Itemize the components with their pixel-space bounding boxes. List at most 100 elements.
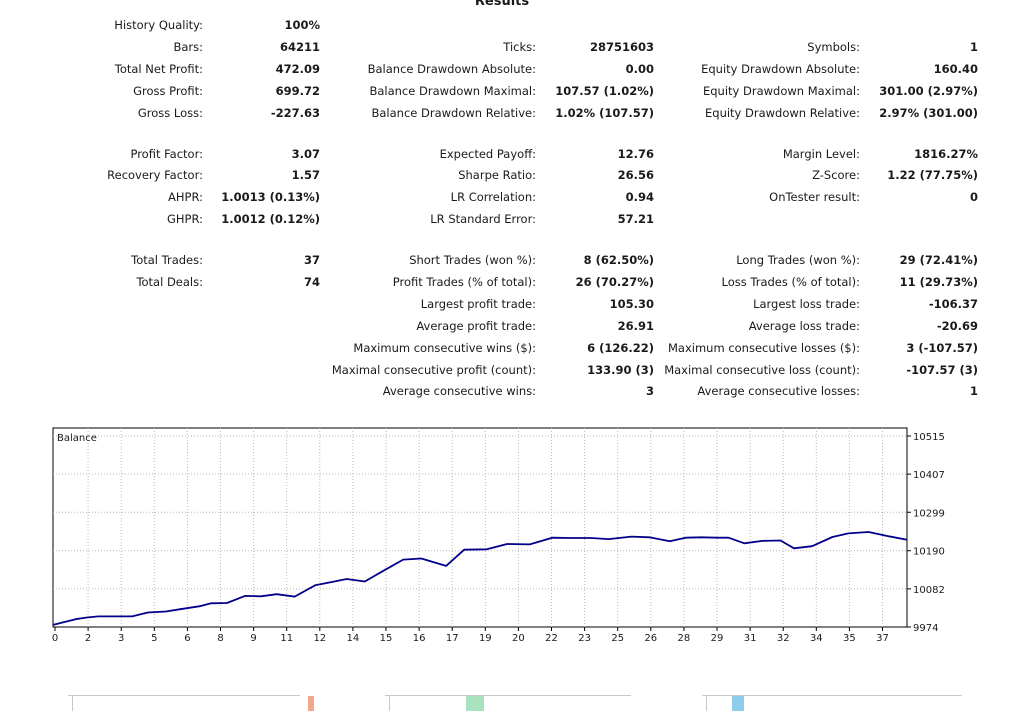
equity-dd-absolute-value: 160.40: [933, 62, 978, 76]
results-title: Results: [474, 0, 530, 9]
y-tick-label: 10299: [913, 508, 945, 519]
x-tick-label: 26: [644, 633, 657, 644]
gross-loss-label: Gross Loss:: [137, 106, 203, 120]
average-profit-trade-value: 26.91: [617, 319, 654, 333]
panel-axis-tick: [72, 696, 73, 711]
total-trades-value: 37: [303, 253, 320, 267]
recovery-factor-value: 1.57: [291, 168, 320, 182]
largest-loss-trade-label: Largest loss trade:: [753, 297, 860, 311]
ghpr-value: 1.0012 (0.12%): [221, 212, 320, 226]
ahpr-label: AHPR:: [168, 190, 203, 204]
x-tick-label: 20: [512, 633, 525, 644]
bars-value: 64211: [279, 40, 320, 54]
lr-correlation-value: 0.94: [625, 190, 654, 204]
max-consecutive-losses-value: 3 (-107.57): [906, 341, 978, 355]
ticks-label: Ticks:: [503, 40, 536, 54]
sharpe-ratio-label: Sharpe Ratio:: [458, 168, 536, 182]
x-tick-label: 35: [843, 633, 856, 644]
expected-payoff-value: 12.76: [617, 147, 654, 161]
average-consecutive-losses-label: Average consecutive losses:: [697, 384, 860, 398]
y-tick-label: 10407: [913, 470, 945, 481]
short-trades-label: Short Trades (won %):: [409, 253, 536, 267]
max-consecutive-wins-value: 6 (126.22): [587, 341, 654, 355]
long-trades-label: Long Trades (won %):: [736, 253, 860, 267]
equity-dd-absolute-label: Equity Drawdown Absolute:: [701, 62, 860, 76]
x-tick-label: 37: [876, 633, 889, 644]
max-consecutive-losses-label: Maximum consecutive losses ($):: [668, 341, 860, 355]
x-tick-label: 16: [413, 633, 426, 644]
total-net-profit-value: 472.09: [275, 62, 320, 76]
total-deals-label: Total Deals:: [136, 275, 203, 289]
equity-dd-relative-value: 2.97% (301.00): [879, 106, 978, 120]
balance-dd-absolute-value: 0.00: [625, 62, 654, 76]
balance-dd-relative-value: 1.02% (107.57): [555, 106, 654, 120]
bottom-histogram-panel-2: [385, 694, 631, 711]
panel-axis-line: [68, 695, 300, 696]
ticks-value: 28751603: [589, 40, 654, 54]
bottom-histogram-panel-3: [702, 694, 962, 711]
margin-level-value: 1816.27%: [914, 147, 978, 161]
average-consecutive-losses-value: 1: [969, 384, 978, 398]
x-tick-label: 14: [347, 633, 360, 644]
loss-trades-value: 11 (29.73%): [899, 275, 978, 289]
balance-dd-absolute-label: Balance Drawdown Absolute:: [367, 62, 536, 76]
gross-loss-value: -227.63: [270, 106, 320, 120]
total-trades-label: Total Trades:: [131, 253, 203, 267]
bottom-histogram-panel-1: [68, 694, 314, 711]
x-tick-label: 9: [250, 633, 256, 644]
average-consecutive-wins-value: 3: [645, 384, 654, 398]
maximal-consecutive-profit-value: 133.90 (3): [587, 363, 654, 377]
average-profit-trade-label: Average profit trade:: [416, 319, 536, 333]
expected-payoff-label: Expected Payoff:: [439, 147, 536, 161]
x-tick-label: 11: [280, 633, 293, 644]
x-tick-label: 28: [678, 633, 691, 644]
balance-series-line: [52, 531, 908, 626]
panel-axis-line: [385, 695, 631, 696]
y-tick-label: 10515: [913, 432, 945, 443]
ontester-result-value: 0: [969, 190, 978, 204]
panel-axis-tick: [389, 696, 390, 711]
z-score-label: Z-Score:: [812, 168, 860, 182]
x-tick-label: 19: [479, 633, 492, 644]
history-quality-value: 100%: [284, 18, 320, 32]
long-trades-value: 29 (72.41%): [899, 253, 978, 267]
panel-axis-tick: [706, 696, 707, 711]
x-tick-label: 6: [184, 633, 190, 644]
profit-factor-label: Profit Factor:: [130, 147, 203, 161]
x-tick-label: 5: [151, 633, 157, 644]
x-tick-label: 31: [744, 633, 757, 644]
y-tick-label: 10190: [913, 547, 945, 558]
max-consecutive-wins-label: Maximum consecutive wins ($):: [353, 341, 536, 355]
panel-axis-line: [702, 695, 962, 696]
balance-dd-maximal-value: 107.57 (1.02%): [555, 84, 654, 98]
x-tick-label: 17: [446, 633, 459, 644]
loss-trades-label: Loss Trades (% of total):: [721, 275, 860, 289]
x-tick-label: 22: [545, 633, 558, 644]
x-tick-label: 23: [578, 633, 591, 644]
bars-label: Bars:: [173, 40, 203, 54]
average-loss-trade-value: -20.69: [936, 319, 978, 333]
x-tick-label: 32: [777, 633, 790, 644]
x-tick-label: 12: [313, 633, 326, 644]
gross-profit-value: 699.72: [275, 84, 320, 98]
balance-chart: 0 2 3 5 6 8 9 11 12 14 15 16 17 19 20 22 23 25 26 28 29 31 32 3…: [52, 427, 945, 644]
balance-dd-maximal-label: Balance Drawdown Maximal:: [369, 84, 536, 98]
symbols-label: Symbols:: [807, 40, 860, 54]
maximal-consecutive-profit-label: Maximal consecutive profit (count):: [331, 363, 536, 377]
x-tick-label: 25: [611, 633, 624, 644]
ghpr-label: GHPR:: [166, 212, 203, 226]
profit-factor-value: 3.07: [291, 147, 320, 161]
sharpe-ratio-value: 26.56: [617, 168, 654, 182]
equity-dd-relative-label: Equity Drawdown Relative:: [705, 106, 860, 120]
x-tick-label: 34: [810, 633, 823, 644]
chart-frame: [52, 427, 908, 628]
total-deals-value: 74: [303, 275, 320, 289]
x-tick-label: 0: [52, 633, 58, 644]
equity-dd-maximal-value: 301.00 (2.97%): [879, 84, 978, 98]
short-trades-value: 8 (62.50%): [583, 253, 654, 267]
maximal-consecutive-loss-label: Maximal consecutive loss (count):: [664, 363, 860, 377]
largest-profit-trade-label: Largest profit trade:: [420, 297, 536, 311]
x-tick-label: 8: [217, 633, 223, 644]
ontester-result-label: OnTester result:: [769, 190, 860, 204]
total-net-profit-label: Total Net Profit:: [114, 62, 203, 76]
